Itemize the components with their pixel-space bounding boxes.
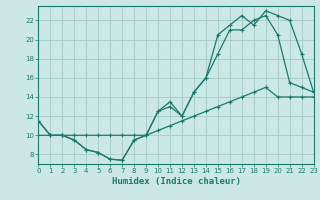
X-axis label: Humidex (Indice chaleur): Humidex (Indice chaleur) — [111, 177, 241, 186]
